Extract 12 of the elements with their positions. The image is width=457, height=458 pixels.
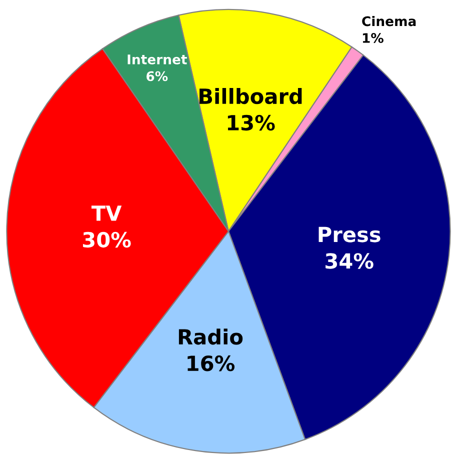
slice-label: TV xyxy=(91,206,122,221)
data-label: 30% xyxy=(83,232,131,248)
slice-label: Billboard xyxy=(200,88,302,104)
data-label: 13% xyxy=(228,114,275,131)
slice-label: Internet xyxy=(128,54,187,64)
slice-label: Radio xyxy=(178,328,243,345)
data-label: 6% xyxy=(146,71,168,82)
slice-label: Press xyxy=(318,226,380,242)
slice-label: Cinema xyxy=(362,16,416,26)
data-label: 34% xyxy=(326,253,374,269)
data-label: 1% xyxy=(362,33,384,43)
data-label: 16% xyxy=(188,355,235,372)
